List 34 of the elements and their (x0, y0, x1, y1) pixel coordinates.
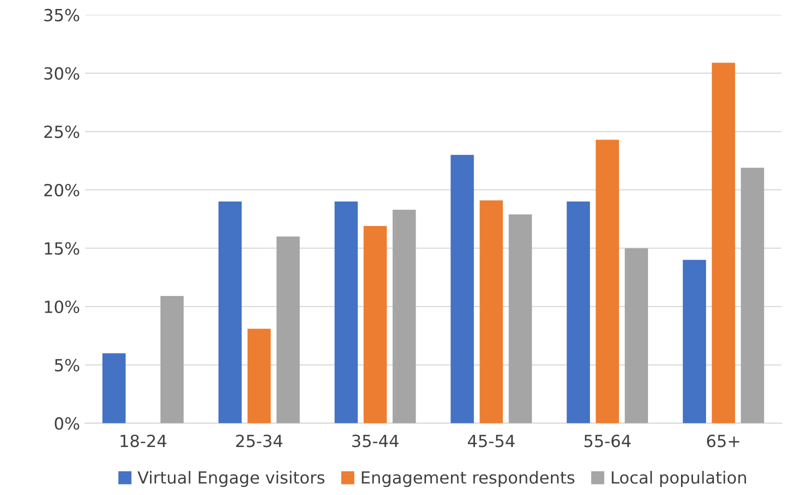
x-tick-label: 55-64 (584, 434, 631, 448)
bar (480, 200, 503, 424)
y-tick-label: 20% (44, 184, 80, 196)
x-tick-label: 35-44 (352, 434, 398, 448)
bar (334, 202, 358, 424)
bar (682, 260, 706, 424)
y-tick-label: 15% (44, 242, 80, 255)
bar (364, 226, 387, 424)
y-tick-label: 0% (54, 417, 80, 430)
legend-label: Local population (612, 470, 746, 488)
bar (712, 62, 736, 424)
legend-label: Virtual Engage visitors (138, 470, 324, 488)
y-tick-label: 30% (44, 67, 80, 80)
x-tick-label: 45-54 (468, 434, 515, 448)
bar (566, 202, 590, 424)
y-tick-label: 35% (44, 8, 80, 22)
bar (740, 168, 764, 424)
bar (392, 210, 416, 424)
x-tick-label: 25-34 (236, 434, 282, 448)
y-tick-label: 5% (54, 358, 80, 372)
y-tick-label: 10% (44, 300, 80, 314)
bar (508, 214, 532, 424)
bar (160, 296, 184, 424)
bar (102, 353, 126, 424)
bar (624, 248, 648, 424)
bar (596, 140, 619, 424)
bar (276, 236, 300, 424)
bar (450, 154, 474, 424)
legend-label: Engagement respondents (362, 470, 574, 488)
y-tick-label: 25% (44, 125, 80, 138)
bar (218, 202, 242, 424)
x-tick-label: 18-24 (120, 434, 166, 448)
x-tick-label: 65+ (707, 434, 740, 448)
bar (248, 328, 271, 424)
